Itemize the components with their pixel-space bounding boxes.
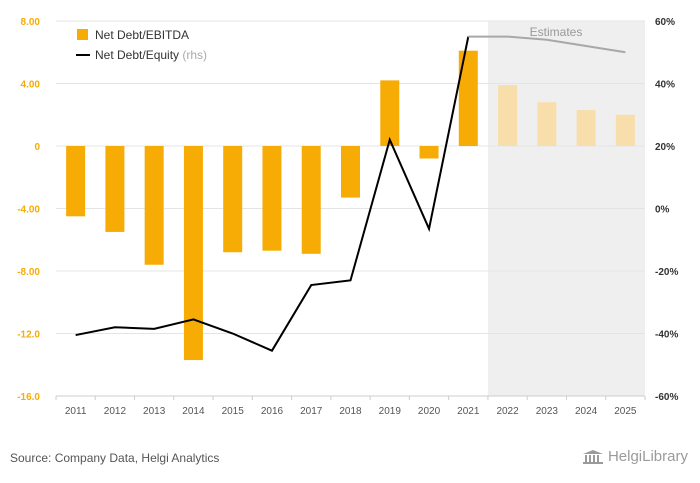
x-tick-label: 2017 — [300, 406, 323, 417]
x-tick-label: 2023 — [536, 406, 559, 417]
left-tick-label: 4.00 — [21, 80, 41, 91]
building-icon — [582, 449, 603, 464]
x-tick-label: 2021 — [457, 406, 480, 417]
source-note: Source: Company Data, Helgi Analytics — [10, 451, 220, 465]
x-tick-label: 2018 — [339, 406, 362, 417]
x-tick-label: 2013 — [143, 406, 166, 417]
x-tick-label: 2019 — [379, 406, 402, 417]
bar-2017 — [301, 146, 321, 254]
x-tick-label: 2020 — [418, 406, 441, 417]
legend-label-ebitda: Net Debt/EBITDA — [95, 28, 189, 42]
estimates-label: Estimates — [530, 25, 583, 39]
left-tick-label: -8.00 — [17, 267, 40, 278]
x-tick-label: 2022 — [496, 406, 519, 417]
bar-2023 — [537, 102, 557, 146]
left-tick-label: -4.00 — [17, 205, 40, 216]
chart: 8.00 4.00 0 -4.00 -8.00 -12.0 -16.0 60% 40% 20% 0%… — [17, 17, 678, 417]
bar-2024 — [576, 110, 596, 146]
left-tick-label: -16.0 — [17, 392, 40, 403]
bar-2020 — [419, 146, 439, 159]
legend-rhs-note: (rhs) — [182, 48, 207, 62]
left-tick-label: 0 — [34, 142, 40, 153]
right-tick-label: -40% — [655, 330, 678, 341]
net-debt-equity-estimate-line — [468, 35, 626, 54]
bar-2011 — [66, 146, 86, 217]
right-tick-label: -60% — [655, 392, 678, 403]
right-tick-label: 20% — [655, 142, 675, 153]
x-tick-label: 2024 — [575, 406, 598, 417]
x-tick-label: 2015 — [222, 406, 245, 417]
bar-2012 — [105, 146, 125, 232]
bar-2021 — [458, 50, 478, 146]
x-tick-label: 2014 — [182, 406, 205, 417]
left-tick-label: 8.00 — [21, 17, 41, 28]
bar-2015 — [223, 146, 243, 253]
x-tick-label: 2016 — [261, 406, 284, 417]
bar-2019 — [380, 80, 400, 146]
bar-2025 — [615, 114, 635, 146]
legend-label-equity: Net Debt/Equity (rhs) — [95, 48, 207, 62]
right-tick-label: 40% — [655, 80, 675, 91]
legend-swatch-bar — [77, 29, 88, 40]
helgi-library-logo[interactable]: HelgiLibrary — [582, 448, 688, 465]
brand-name: HelgiLibrary — [607, 448, 688, 465]
bar-2016 — [262, 146, 282, 251]
x-tick-label: 2025 — [614, 406, 637, 417]
x-tick-label: 2012 — [104, 406, 127, 417]
bar-2018 — [341, 146, 360, 198]
bar-2022 — [498, 85, 518, 146]
right-tick-label: 60% — [655, 17, 675, 28]
legend: Net Debt/EBITDA Net Debt/Equity (rhs) — [76, 28, 207, 62]
bar-2014 — [183, 146, 203, 361]
right-tick-label: 0% — [655, 205, 670, 216]
left-tick-label: -12.0 — [17, 330, 40, 341]
bar-2013 — [144, 146, 164, 265]
x-tick-label: 2011 — [65, 406, 87, 417]
net-debt-equity-line — [75, 36, 470, 352]
right-tick-label: -20% — [655, 267, 678, 278]
